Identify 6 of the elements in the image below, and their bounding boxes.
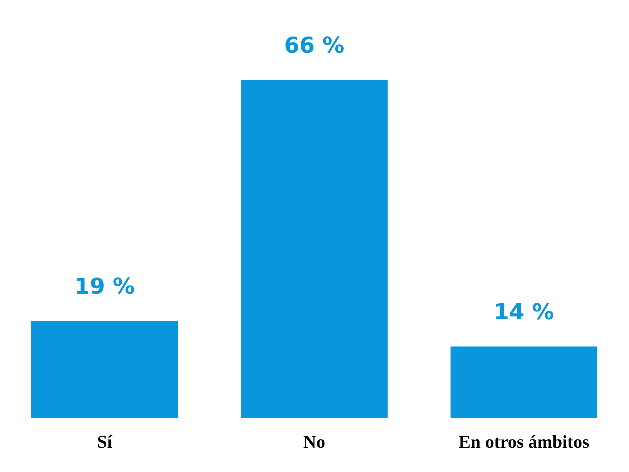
data-label: 14 % <box>494 300 554 326</box>
data-label: 66 % <box>284 34 345 60</box>
x-tick-label: En otros ámbitos <box>458 432 590 452</box>
data-label: 19 % <box>74 274 135 300</box>
x-tick-label: Sí <box>97 432 114 452</box>
x-tick-label: No <box>304 432 326 452</box>
